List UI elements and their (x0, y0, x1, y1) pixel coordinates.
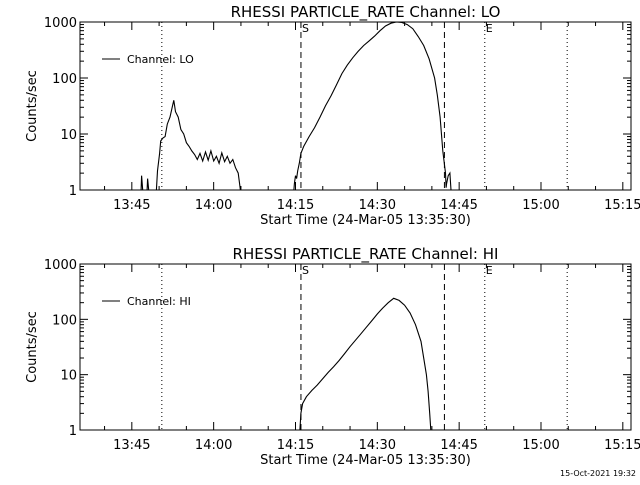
y-axis-label: Counts/sec (25, 311, 40, 383)
x-axis-label: Start Time (24-Mar-05 13:35:30) (260, 453, 471, 468)
x-tick-label: 14:00 (195, 198, 232, 213)
panel-hi: RHESSI PARTICLE_RATE Channel: HI Counts/s… (25, 245, 640, 468)
x-tick-label: 15:00 (522, 438, 559, 453)
x-tick-label: 14:15 (277, 438, 314, 453)
y-tick-label: 1 (69, 424, 77, 439)
x-tick-label: 14:45 (440, 438, 477, 453)
x-tick-label: 15:15 (604, 438, 640, 453)
x-tick-label: 13:45 (113, 438, 150, 453)
x-tick-label: 14:00 (195, 438, 232, 453)
legend-label: Channel: HI (127, 295, 191, 308)
y-tick-label: 10 (60, 128, 77, 143)
x-tick-label: 14:45 (440, 198, 477, 213)
legend-label: Channel: LO (127, 53, 194, 66)
x-tick-label: 14:30 (359, 438, 396, 453)
plot-frame (79, 21, 632, 191)
series-line (293, 22, 452, 190)
x-tick-label: 14:30 (359, 198, 396, 213)
x-tick-label: 15:15 (604, 198, 640, 213)
marker-label: E (486, 22, 493, 35)
y-tick-label: 100 (52, 72, 77, 87)
chart-title: RHESSI PARTICLE_RATE Channel: LO (231, 3, 501, 22)
y-tick-label: 10 (60, 369, 77, 384)
panel-lo: RHESSI PARTICLE_RATE Channel: LO Counts/s… (25, 3, 640, 228)
marker-label: S (302, 22, 309, 35)
y-tick-label: 100 (52, 313, 77, 328)
y-tick-label: 1000 (44, 16, 77, 31)
x-tick-label: 13:45 (113, 198, 150, 213)
y-tick-label: 1000 (44, 258, 77, 273)
series-line (146, 178, 150, 190)
series-line (155, 100, 241, 190)
x-tick-label: 14:15 (277, 198, 314, 213)
x-tick-label: 15:00 (522, 198, 559, 213)
y-tick-label: 1 (69, 184, 77, 199)
generation-timestamp: 15-Oct-2021 19:32 (560, 469, 636, 478)
marker-label: E (486, 264, 493, 277)
series-line (299, 297, 432, 430)
series-line (140, 175, 144, 190)
x-axis-label: Start Time (24-Mar-05 13:35:30) (260, 213, 471, 228)
marker-label: S (302, 264, 309, 277)
y-axis-label: Counts/sec (25, 70, 40, 142)
chart-title: RHESSI PARTICLE_RATE Channel: HI (233, 245, 499, 264)
plot-frame (79, 263, 632, 431)
